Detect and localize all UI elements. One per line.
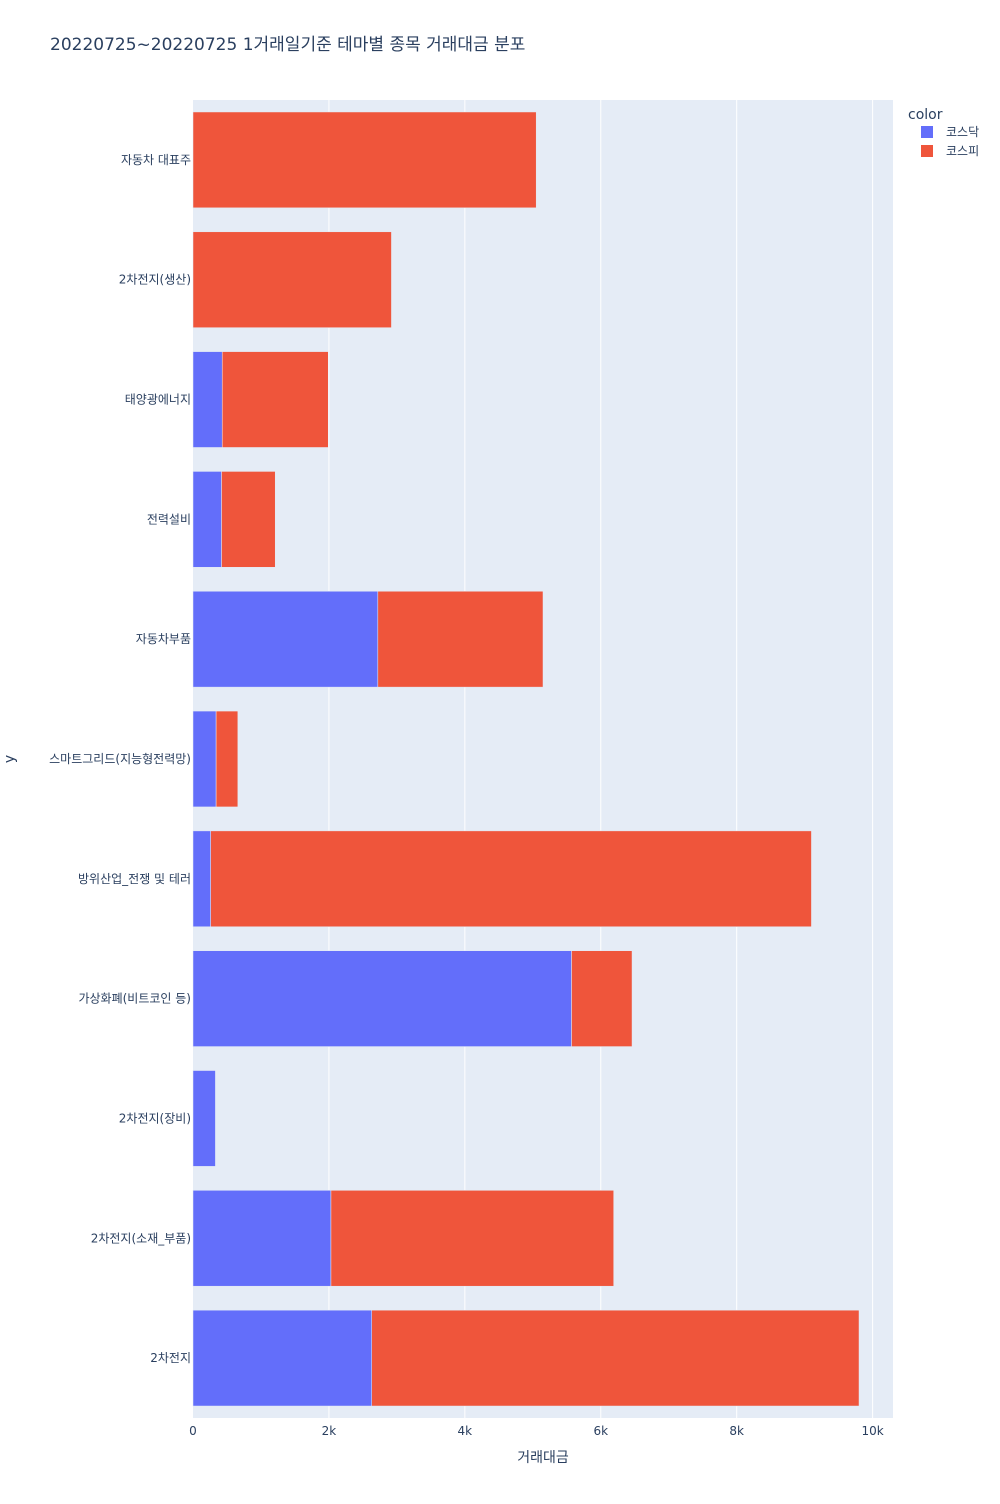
bar-코스닥-8 bbox=[192, 1070, 216, 1167]
chart-title: 20220725~20220725 1거래일기준 테마별 종목 거래대금 분포 bbox=[50, 35, 525, 55]
x-axis-title: 거래대금 bbox=[517, 1450, 569, 1466]
bar-코스피-1 bbox=[192, 231, 392, 328]
bar-코스피-6 bbox=[210, 830, 812, 927]
bar-코스닥-4 bbox=[192, 591, 379, 688]
bar-코스피-4 bbox=[377, 591, 544, 688]
bar-코스피-5 bbox=[215, 710, 239, 808]
bar-코스닥-6 bbox=[192, 830, 211, 927]
y-tick-label: 전력설비 bbox=[147, 512, 191, 526]
legend-label-0[interactable]: 코스닥 bbox=[946, 125, 979, 139]
legend-swatch-1[interactable] bbox=[921, 145, 933, 157]
y-tick-label: 2차전지 bbox=[150, 1351, 191, 1365]
legend-label-1[interactable]: 코스피 bbox=[946, 144, 979, 158]
x-tick-label: 10k bbox=[862, 1424, 884, 1438]
bar-코스피-0 bbox=[192, 111, 537, 209]
x-tick-layer: 0 2k 4k 6k 8k 10k bbox=[189, 1424, 884, 1438]
bar-코스닥-5 bbox=[192, 710, 217, 808]
legend-title: color bbox=[908, 107, 943, 123]
y-tick-label: 자동차부품 bbox=[136, 632, 191, 646]
bar-코스피-9 bbox=[330, 1190, 614, 1287]
y-tick-label: 가상화폐(비트코인 등) bbox=[78, 992, 191, 1006]
x-tick-label: 2k bbox=[322, 1424, 337, 1438]
y-tick-label: 태양광에너지 bbox=[125, 393, 191, 407]
bar-코스피-10 bbox=[371, 1309, 860, 1407]
x-tick-label: 8k bbox=[729, 1424, 744, 1438]
y-tick-label: 방위산업_전쟁 및 테러 bbox=[78, 872, 191, 886]
bar-layer bbox=[192, 111, 860, 1407]
y-tick-label: 2차전지(장비) bbox=[119, 1111, 191, 1125]
bar-코스피-3 bbox=[221, 471, 276, 568]
x-tick-label: 0 bbox=[189, 1424, 197, 1438]
y-axis-title: y bbox=[2, 755, 18, 763]
y-tick-layer: 자동차 대표주 2차전지(생산) 태양광에너지전력설비자동차부품스마트그리드(지능형… bbox=[49, 153, 191, 1365]
bar-코스닥-10 bbox=[192, 1309, 372, 1407]
bar-코스닥-7 bbox=[192, 950, 572, 1047]
x-tick-label: 4k bbox=[458, 1424, 473, 1438]
x-tick-label: 6k bbox=[593, 1424, 608, 1438]
bar-코스닥-3 bbox=[192, 471, 222, 568]
bar-코스피-7 bbox=[571, 950, 633, 1047]
legend-swatch-0[interactable] bbox=[921, 126, 933, 138]
bar-코스닥-2 bbox=[192, 351, 223, 448]
y-tick-label: 스마트그리드(지능형전력망) bbox=[49, 752, 191, 766]
y-tick-label: 2차전지(생산) bbox=[119, 273, 191, 287]
y-tick-label: 자동차 대표주 bbox=[121, 153, 191, 167]
y-tick-label: 2차전지(소재_부품) bbox=[91, 1231, 191, 1245]
bar-코스피-2 bbox=[221, 351, 329, 448]
bar-코스닥-9 bbox=[192, 1190, 332, 1287]
